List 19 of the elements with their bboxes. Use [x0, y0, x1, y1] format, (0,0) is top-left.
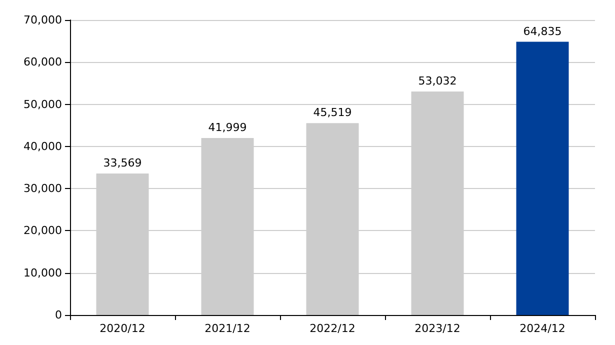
x-tick-label: 2023/12: [414, 322, 460, 335]
data-label: 45,519: [313, 106, 352, 120]
y-tick-label: 0: [55, 308, 62, 322]
y-tick-label: 10,000: [24, 266, 62, 280]
y-tick-label: 70,000: [24, 14, 62, 26]
y-tick-label: 20,000: [24, 224, 62, 238]
y-tick-label: 60,000: [24, 56, 62, 69]
y-tick-label: 30,000: [24, 182, 62, 196]
y-tick-label: 50,000: [24, 98, 62, 111]
x-tick-label: 2024/12: [520, 322, 566, 335]
data-label: 33,569: [103, 156, 142, 170]
data-label: 53,032: [418, 74, 457, 88]
x-tick-label: 2021/12: [204, 322, 250, 335]
x-tick-label: 2022/12: [310, 322, 356, 335]
y-tick-label: 40,000: [24, 140, 62, 153]
bar: [516, 42, 569, 315]
data-label: 64,835: [523, 24, 562, 38]
x-tick-label: 2020/12: [100, 322, 146, 335]
data-label: 41,999: [208, 121, 247, 134]
